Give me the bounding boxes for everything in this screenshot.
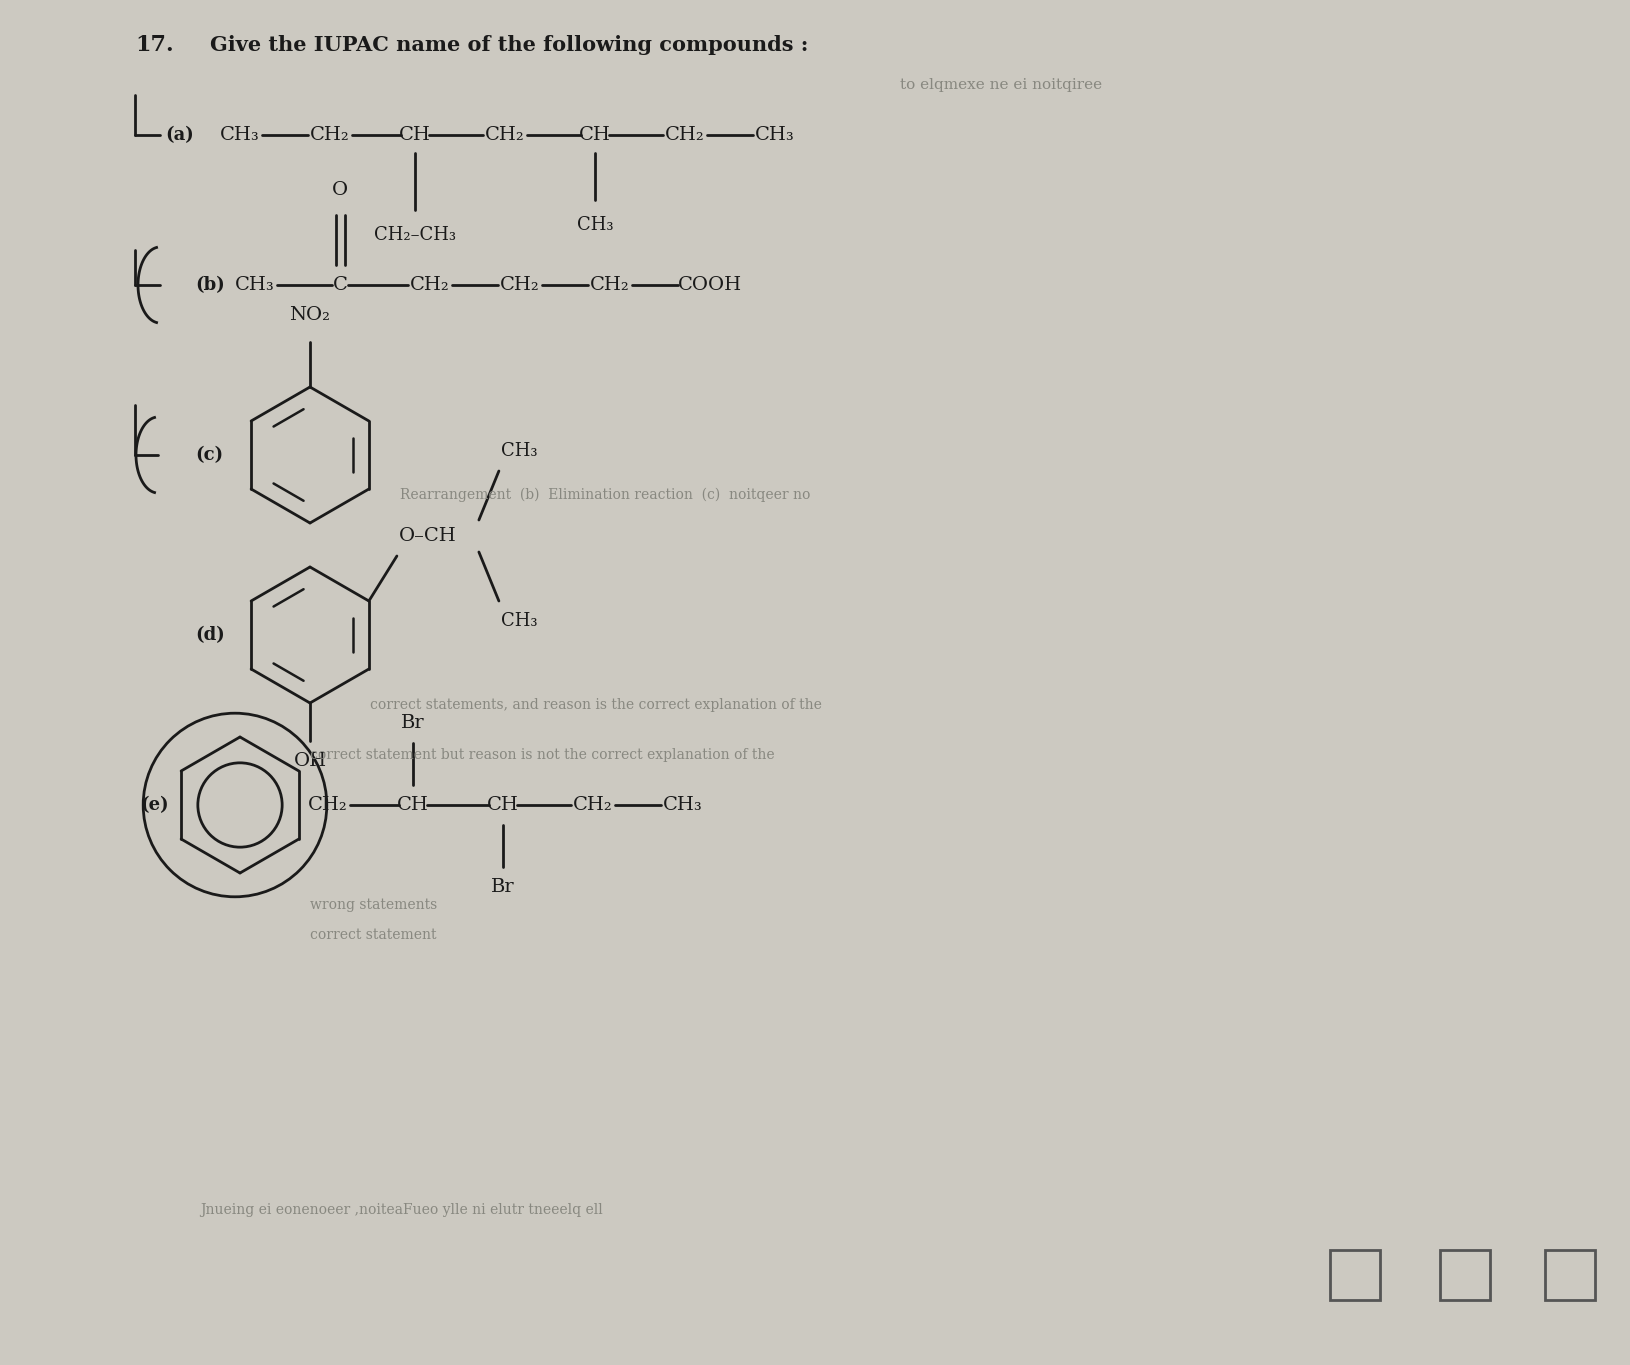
Text: Rearrangement  (b)  Elimination reaction  (c)  noitqeer no: Rearrangement (b) Elimination reaction (… <box>399 487 810 502</box>
Text: CH₃: CH₃ <box>500 612 538 631</box>
Text: CH₃: CH₃ <box>663 796 703 814</box>
Text: CH₂–CH₃: CH₂–CH₃ <box>373 227 456 244</box>
Text: CH₃: CH₃ <box>220 126 259 143</box>
Text: O: O <box>333 182 349 199</box>
Text: OH: OH <box>293 752 326 770</box>
Text: CH₂: CH₂ <box>500 276 540 293</box>
Text: correct statement: correct statement <box>310 928 437 942</box>
Text: CH₃: CH₃ <box>577 216 613 233</box>
Text: to elqmexe ne ei noitqiree: to elqmexe ne ei noitqiree <box>900 78 1102 91</box>
Text: CH₂: CH₂ <box>486 126 525 143</box>
Text: CH₃: CH₃ <box>235 276 275 293</box>
Text: Br: Br <box>401 714 425 732</box>
Text: CH₂: CH₂ <box>574 796 613 814</box>
Text: CH₂: CH₂ <box>665 126 704 143</box>
Text: Br: Br <box>491 878 515 895</box>
Text: CH₃: CH₃ <box>755 126 795 143</box>
Text: CH₃: CH₃ <box>500 442 538 460</box>
Text: COOH: COOH <box>678 276 742 293</box>
Text: CH₂: CH₂ <box>308 796 347 814</box>
Text: O–CH: O–CH <box>399 527 456 545</box>
Text: Give the IUPAC name of the following compounds :: Give the IUPAC name of the following com… <box>210 35 808 55</box>
Text: wrong statements: wrong statements <box>310 898 437 912</box>
Text: CH: CH <box>399 126 430 143</box>
Text: CH: CH <box>487 796 518 814</box>
Text: 17.: 17. <box>135 34 174 56</box>
Text: CH: CH <box>398 796 429 814</box>
Text: NO₂: NO₂ <box>290 306 331 324</box>
Text: correct statements, and reason is the correct explanation of the: correct statements, and reason is the co… <box>370 698 822 713</box>
Text: CH₂: CH₂ <box>590 276 629 293</box>
Text: CH₂: CH₂ <box>310 126 350 143</box>
Text: C: C <box>333 276 347 293</box>
Text: CH: CH <box>579 126 611 143</box>
Text: (e): (e) <box>140 796 168 814</box>
Text: correct statement but reason is not the correct explanation of the: correct statement but reason is not the … <box>310 748 774 762</box>
Text: (c): (c) <box>196 446 223 464</box>
Text: (b): (b) <box>196 276 225 293</box>
Text: CH₂: CH₂ <box>411 276 450 293</box>
Text: (a): (a) <box>165 126 194 143</box>
Text: (d): (d) <box>196 627 225 644</box>
Text: Jnueing ei eonenoeer ,noiteaFueo ylle ni elutr tneeelq ell: Jnueing ei eonenoeer ,noiteaFueo ylle ni… <box>200 1203 603 1218</box>
